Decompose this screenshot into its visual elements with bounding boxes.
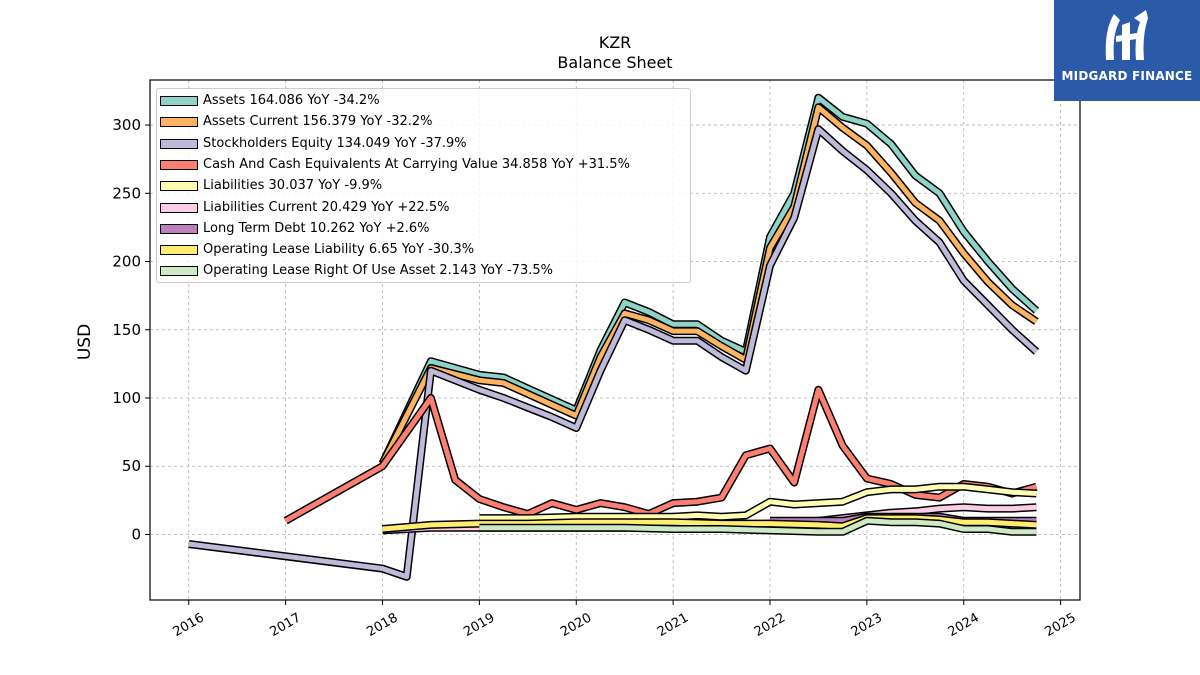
series-line-1 <box>380 104 1038 465</box>
series-line-2 <box>188 126 1039 580</box>
x-tick-label: 2024 <box>946 610 982 640</box>
legend-swatch <box>160 138 198 149</box>
legend-item: Liabilities Current 20.429 YoY +22.5% <box>157 198 687 218</box>
x-tick-label: 2016 <box>171 610 207 640</box>
y-axis-label: USD <box>75 324 95 360</box>
x-tick-label: 2017 <box>267 610 303 640</box>
legend-label: Liabilities 30.037 YoY -9.9% <box>203 178 383 194</box>
series-line-3 <box>284 387 1038 523</box>
x-tick-label: 2023 <box>849 610 885 640</box>
legend-swatch <box>160 117 198 128</box>
legend-item: Assets Current 156.379 YoY -32.2% <box>157 112 687 132</box>
y-tick-label: 200 <box>112 253 141 271</box>
series-line-7 <box>382 515 1037 532</box>
legend-swatch <box>160 202 198 213</box>
chart-subtitle: Balance Sheet <box>557 53 672 72</box>
legend: Assets 164.086 YoY -34.2% Assets Current … <box>156 88 691 283</box>
legend-item: Operating Lease Right Of Use Asset 2.143… <box>157 261 687 281</box>
logo-text: MIDGARD FINANCE <box>1061 69 1193 83</box>
x-tick-label: 2019 <box>461 610 497 640</box>
y-tick-label: 300 <box>112 116 141 134</box>
series-lines <box>188 93 1040 581</box>
legend-item: Cash And Cash Equivalents At Carrying Va… <box>157 155 687 175</box>
legend-item: Stockholders Equity 134.049 YoY -37.9% <box>157 134 687 154</box>
legend-item: Long Term Debt 10.262 YoY +2.6% <box>157 219 687 239</box>
x-tick-label: 2018 <box>364 610 400 640</box>
chart-title: KZR <box>599 33 632 52</box>
legend-swatch <box>160 245 198 256</box>
series-line-4 <box>479 484 1037 521</box>
plot-frame <box>149 79 1081 601</box>
y-tick-label: 50 <box>122 457 141 475</box>
y-tick-label: 150 <box>112 321 141 339</box>
legend-label: Assets 164.086 YoY -34.2% <box>203 93 380 108</box>
brand-logo: MIDGARD FINANCE <box>1054 0 1200 101</box>
x-tick-label: 2022 <box>752 610 788 640</box>
legend-label: Liabilities Current 20.429 YoY +22.5% <box>203 199 450 215</box>
legend-swatch <box>160 159 198 170</box>
legend-swatch <box>160 266 198 277</box>
legend-swatch <box>160 223 198 234</box>
legend-item: Liabilities 30.037 YoY -9.9% <box>157 176 687 196</box>
series-outline-3 <box>283 385 1038 525</box>
series-line-0 <box>380 95 1039 465</box>
x-tick-label: 2025 <box>1042 610 1078 640</box>
y-tick-label: 250 <box>112 184 141 202</box>
y-tick-label: 0 <box>131 525 141 543</box>
y-tick-label: 100 <box>112 389 141 407</box>
logo-mark-icon <box>1105 10 1148 60</box>
legend-label: Long Term Debt 10.262 YoY +2.6% <box>203 220 430 236</box>
legend-label: Stockholders Equity 134.049 YoY -37.9% <box>203 135 467 151</box>
legend-swatch <box>160 181 198 192</box>
legend-label: Assets Current 156.379 YoY -32.2% <box>203 114 433 130</box>
x-tick-label: 2020 <box>558 610 594 640</box>
series-line-8 <box>479 518 1037 535</box>
legend-label: Operating Lease Liability 6.65 YoY -30.3… <box>203 242 475 258</box>
x-tick-label: 2021 <box>655 610 691 640</box>
legend-label: Cash And Cash Equivalents At Carrying Va… <box>203 156 630 172</box>
legend-label: Operating Lease Right Of Use Asset 2.143… <box>203 263 553 279</box>
legend-item: Assets 164.086 YoY -34.2% <box>157 91 687 111</box>
legend-item: Operating Lease Liability 6.65 YoY -30.3… <box>157 240 687 260</box>
legend-swatch <box>160 96 198 106</box>
